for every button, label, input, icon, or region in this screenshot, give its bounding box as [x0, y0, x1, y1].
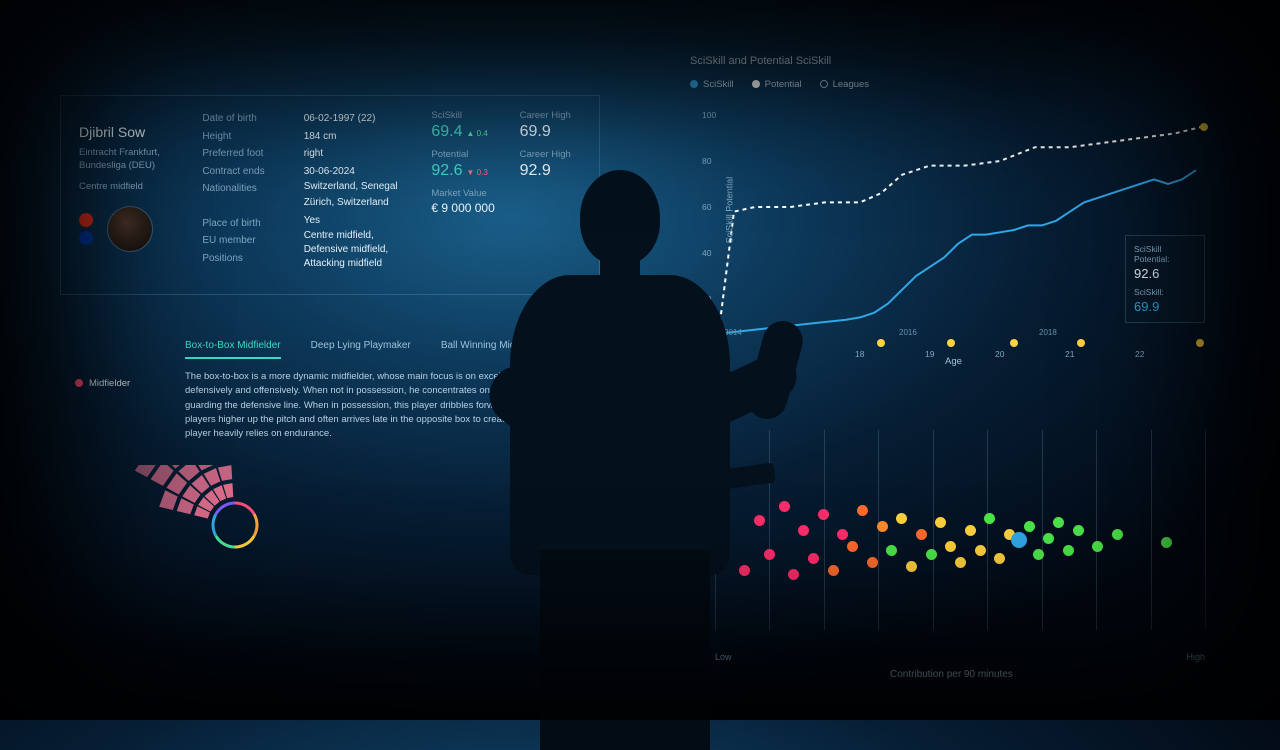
scatter-point: [1024, 521, 1035, 532]
scatter-point: [788, 569, 799, 580]
profile-metrics-1: SciSkill 69.4▲ 0.4 Potential 92.6▼ 0.3 M…: [431, 110, 501, 280]
role-tag: Midfielder: [75, 378, 130, 389]
scatter-point: [906, 561, 917, 572]
role-dot-icon: [75, 379, 83, 387]
scatter-point: [857, 505, 868, 516]
tab-deep-lying-playmaker[interactable]: Deep Lying Playmaker: [311, 340, 411, 359]
player-position: Centre midfield: [79, 181, 184, 192]
x-axis-label: Age: [945, 356, 962, 367]
flag-icon: [79, 231, 93, 245]
scatter-point: [1112, 529, 1123, 540]
scatter-point: [1063, 545, 1074, 556]
legend-item: Potential: [752, 79, 802, 90]
scatter-point: [984, 513, 995, 524]
scatter-point: [739, 565, 750, 576]
player-profile-card: Djibril Sow Eintracht Frankfurt, Bundesl…: [60, 95, 600, 295]
scatter-point: [754, 515, 765, 526]
tab-box-to-box-midfielder[interactable]: Box-to-Box Midfielder: [185, 340, 281, 359]
chart-plot-area: SciSkill Potential Age 02040608010017181…: [720, 115, 1210, 345]
scatter-plot-area: [715, 430, 1205, 630]
scatter-point: [828, 565, 839, 576]
legend-item: SciSkill: [690, 79, 734, 90]
scatter-point: [808, 553, 819, 564]
player-avatar: [107, 206, 153, 252]
scatter-point: [926, 549, 937, 560]
scatter-point: [818, 509, 829, 520]
scatter-point: [945, 541, 956, 552]
scatter-point: [994, 553, 1005, 564]
chart-title: SciSkill and Potential SciSkill: [690, 55, 1220, 67]
profile-labels: Date of birth Height Preferred foot Cont…: [202, 110, 285, 280]
scatter-point: [975, 545, 986, 556]
scatter-point: [798, 525, 809, 536]
profile-metrics-2: Career High 69.9 Career High 92.9: [520, 110, 581, 280]
legend-item: Leagues: [820, 79, 869, 90]
role-description: The box-to-box is a more dynamic midfiel…: [185, 370, 600, 441]
profile-values: 06-02-1997 (22) 184 cm right 30-06-2024 …: [304, 110, 414, 280]
chart-legend: SciSkill Potential Leagues: [690, 79, 1220, 90]
scatter-point: [1033, 549, 1044, 560]
scatter-highlight: [1011, 532, 1027, 548]
chart-value-card: SciSkill Potential: 92.6 SciSkill: 69.9: [1125, 235, 1205, 323]
scatter-point: [955, 557, 966, 568]
scatter-point: [896, 513, 907, 524]
scatter-point: [764, 549, 775, 560]
y-axis-label: SciSkill Potential: [724, 177, 734, 244]
scatter-point: [779, 501, 790, 512]
player-flags: [79, 206, 184, 252]
x-axis-label: Contribution per 90 minutes: [890, 669, 1013, 680]
profile-identity: Djibril Sow Eintracht Frankfurt, Bundesl…: [79, 110, 184, 280]
tab-ball-winning-midfielder[interactable]: Ball Winning Midfielder: [441, 340, 543, 359]
scatter-point: [965, 525, 976, 536]
scatter-point: [1043, 533, 1054, 544]
flag-icon: [79, 213, 93, 227]
scatter-point: [847, 541, 858, 552]
scatter-point: [1073, 525, 1084, 536]
scatter-point: [837, 529, 848, 540]
scatter-point: [877, 521, 888, 532]
x-axis-high: High: [1186, 652, 1205, 662]
scatter-point: [867, 557, 878, 568]
fan-chart: [95, 465, 305, 675]
role-tabs: Box-to-Box Midfielder Deep Lying Playmake…: [185, 340, 543, 359]
contribution-scatter: Low High Contribution per 90 minutes: [700, 420, 1220, 680]
x-axis-low: Low: [715, 652, 732, 662]
scatter-point: [916, 529, 927, 540]
player-team: Eintracht Frankfurt, Bundesliga (DEU): [79, 146, 184, 173]
scatter-point: [935, 517, 946, 528]
scatter-point: [886, 545, 897, 556]
scatter-point: [1092, 541, 1103, 552]
player-name: Djibril Sow: [79, 124, 184, 140]
sciskill-chart: SciSkill and Potential SciSkill SciSkill…: [690, 55, 1220, 370]
scatter-point: [1053, 517, 1064, 528]
scatter-point: [1161, 537, 1172, 548]
